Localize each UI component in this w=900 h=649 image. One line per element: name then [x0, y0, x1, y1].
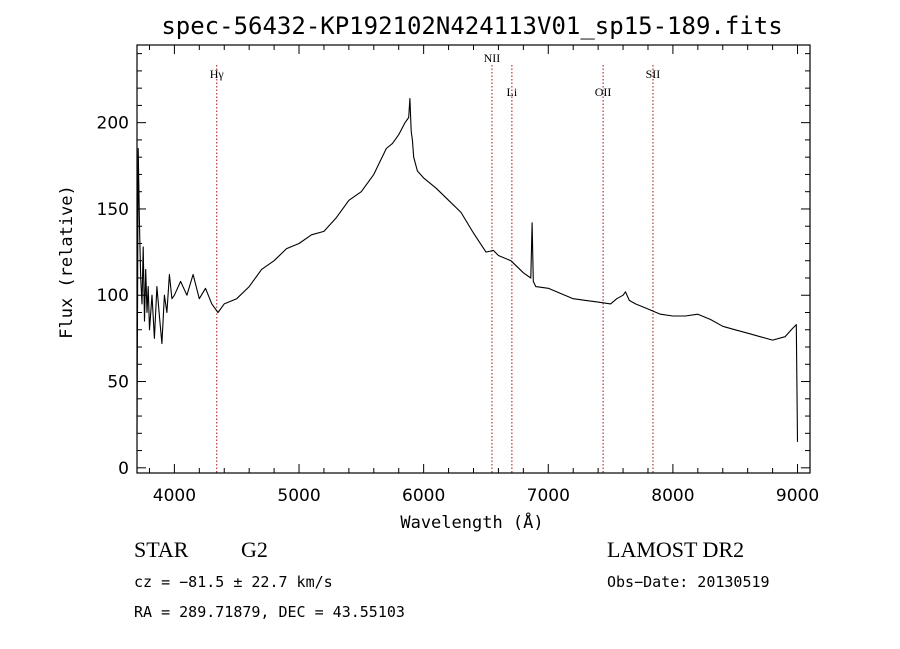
y-tick-label: 0 — [118, 459, 129, 479]
plot-area: 4000 5000 6000 7000 8000 9000 0 50 100 150 200 Hγ NI… — [97, 45, 819, 506]
spectral-line-label: NII — [484, 51, 501, 65]
chart-title: spec-56432-KP192102N424113V01_sp15-189.f… — [161, 12, 782, 40]
y-tick-label: 150 — [97, 200, 129, 220]
observation-date: Obs−Date: 20130519 — [607, 573, 770, 591]
x-tick-label: 9000 — [776, 486, 819, 506]
plot-frame — [136, 44, 811, 474]
y-axis-label: Flux (relative) — [57, 185, 77, 339]
x-tick-label: 5000 — [277, 486, 320, 506]
spectral-line-label: OII — [595, 85, 612, 99]
coordinates: RA = 289.71879, DEC = 43.55103 — [134, 603, 405, 621]
y-tick-label: 200 — [97, 114, 129, 134]
x-tick-label: 4000 — [153, 486, 196, 506]
y-tick-label: 100 — [97, 286, 129, 306]
redshift-cz: cz = −81.5 ± 22.7 km/s — [134, 573, 333, 591]
x-tick-label: 7000 — [527, 486, 570, 506]
y-tick-label: 50 — [107, 373, 129, 393]
spectral-line-label: Hγ — [210, 67, 225, 81]
object-subclass: G2 — [241, 537, 268, 562]
spectrum-line — [136, 97, 799, 442]
survey-name: LAMOST DR2 — [607, 537, 745, 562]
spectral-line-label: SII — [646, 67, 661, 81]
x-tick-label: 6000 — [402, 486, 445, 506]
spectral-line-label: Li — [507, 85, 518, 99]
x-axis-label: Wavelength (Å) — [400, 511, 543, 533]
object-class: STAR — [134, 537, 189, 562]
x-tick-label: 8000 — [651, 486, 694, 506]
